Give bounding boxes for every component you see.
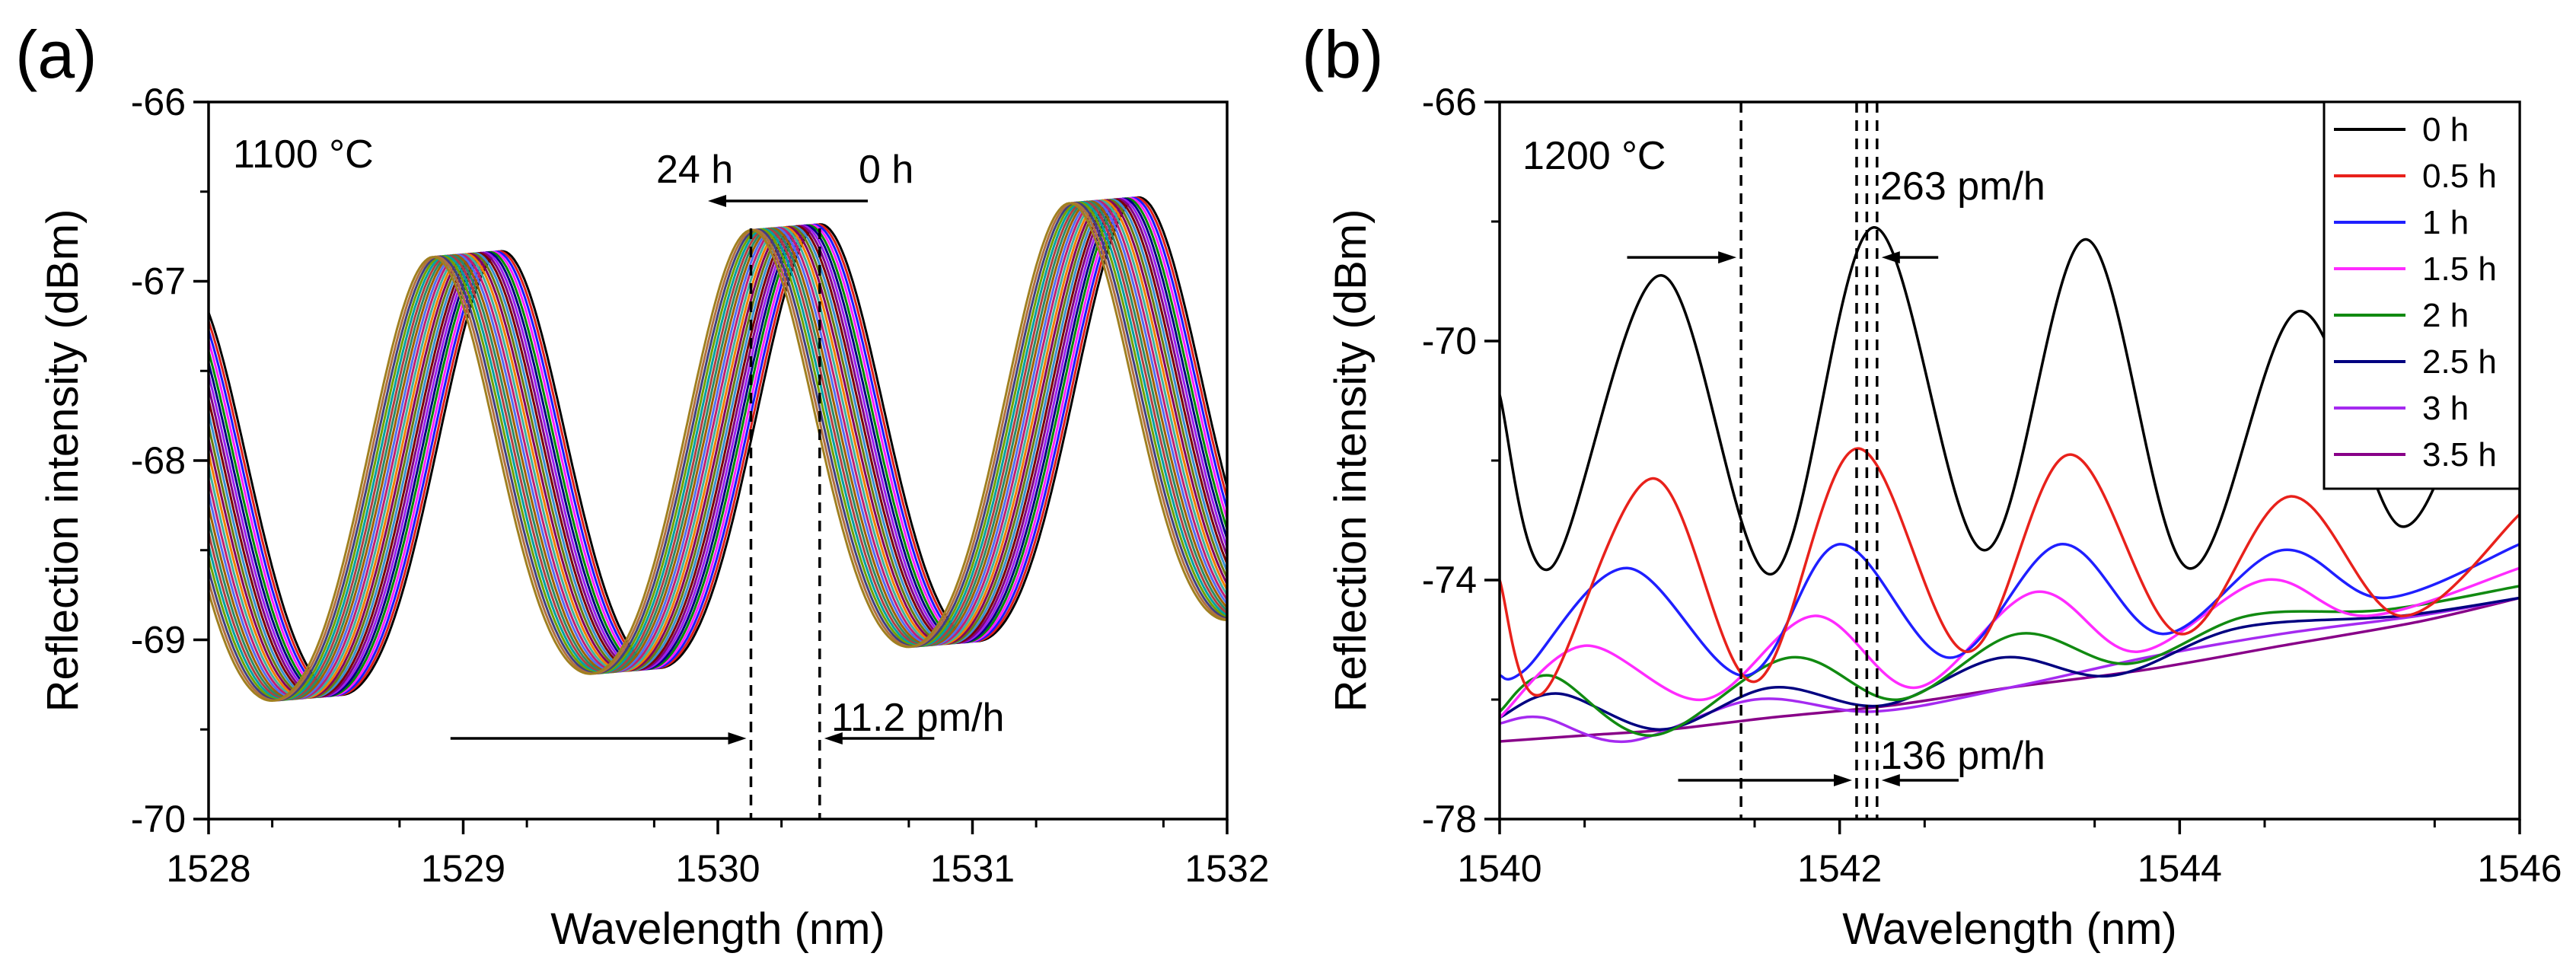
spectrum-line <box>209 197 1227 698</box>
panel-a-x-tick-labels: 1528 1529 1530 1531 1532 <box>166 847 1269 890</box>
panel-b-y-tick-labels: -78 -74 -70 -66 <box>1422 81 1477 840</box>
x-tick-label: 1531 <box>930 847 1015 890</box>
spectrum-line <box>209 202 1227 702</box>
spectrum-line <box>209 200 1227 701</box>
y-tick-label: -74 <box>1422 559 1477 601</box>
spectrum-line <box>209 196 1227 697</box>
spectrum-line <box>209 199 1227 700</box>
spectrum-line <box>209 199 1227 700</box>
panel-b-ticks <box>1484 100 2521 834</box>
x-tick-label: 1546 <box>2477 847 2562 890</box>
panel-b-shift-rate-top: 263 pm/h <box>1880 164 2045 209</box>
y-tick-label: -67 <box>131 260 186 303</box>
spectrum-line <box>209 199 1227 700</box>
spectrum-line <box>209 201 1227 702</box>
panel-a-label: (a) <box>15 17 97 92</box>
legend-label: 2.5 h <box>2422 343 2497 381</box>
panel-b-x-tick-labels: 1540 1542 1544 1546 <box>1457 847 2562 890</box>
panel-a-y-axis-title: Reflection intensity (dBm) <box>38 209 88 713</box>
spectrum-line <box>209 198 1227 698</box>
spectrum-line <box>209 198 1227 698</box>
series-line <box>1500 596 2520 743</box>
panel-a: (a) 1528 1529 1530 1531 1532 -70 -69 -68 -67 -66… <box>15 17 1270 954</box>
x-tick-label: 1530 <box>675 847 760 890</box>
spectrum-line <box>209 196 1227 697</box>
x-tick-label: 1542 <box>1797 847 1882 890</box>
spectrum-line <box>209 199 1227 699</box>
y-tick-label: -66 <box>131 81 186 123</box>
arrow-left-head <box>824 732 843 745</box>
y-tick-label: -70 <box>131 798 186 840</box>
x-tick-label: 1544 <box>2138 847 2222 890</box>
spectrum-line <box>209 199 1227 700</box>
panel-b-shift-rate-bottom: 136 pm/h <box>1880 734 2045 778</box>
spectrum-line <box>209 196 1227 697</box>
spectrum-line <box>209 201 1227 702</box>
series-line <box>1500 585 2520 737</box>
spectrum-line <box>209 197 1227 698</box>
arrow-bottom-right-head <box>1834 773 1852 786</box>
panel-b-curves <box>1500 226 2520 744</box>
legend-label: 1.5 h <box>2422 250 2497 288</box>
spectrum-line <box>209 197 1227 697</box>
spectrum-line <box>209 196 1227 697</box>
panel-b-markers <box>1627 102 1959 819</box>
legend-label: 2 h <box>2422 297 2469 334</box>
series-line <box>1500 447 2520 697</box>
panel-a-ticks <box>193 100 1229 834</box>
spectrum-line <box>209 200 1227 701</box>
x-tick-label: 1540 <box>1457 847 1541 890</box>
legend-label: 3 h <box>2422 390 2469 427</box>
panel-b-temperature: 1200 °C <box>1522 134 1666 178</box>
series-line <box>1500 566 2520 719</box>
spectrum-line <box>209 200 1227 700</box>
panel-a-curves <box>209 196 1227 703</box>
legend-frame <box>2323 100 2521 490</box>
panel-a-start-label: 0 h <box>859 148 913 192</box>
panel-b-x-axis-title: Wavelength (nm) <box>1842 904 2176 954</box>
legend-items: 0 h 0.5 h 1 h 1.5 h 2 h 2.5 h 3 h 3.5 h <box>2334 111 2497 473</box>
x-tick-label: 1528 <box>166 847 250 890</box>
panel-a-temperature: 1100 °C <box>233 132 374 177</box>
panel-b-label: (b) <box>1302 17 1384 92</box>
y-tick-label: -68 <box>131 439 186 482</box>
legend-label: 0 h <box>2422 111 2469 148</box>
y-tick-label: -69 <box>131 619 186 662</box>
legend-label: 1 h <box>2422 204 2469 241</box>
arrow-bottom-left-head <box>1881 773 1900 786</box>
panel-a-end-label: 24 h <box>656 148 733 192</box>
y-tick-label: -78 <box>1422 798 1477 840</box>
arrow-top-left-head <box>1881 251 1900 264</box>
spectrum-line <box>209 202 1227 703</box>
time-shift-arrow-head <box>708 195 726 207</box>
series-line <box>1500 543 2520 681</box>
legend-label: 0.5 h <box>2422 158 2497 195</box>
panel-a-shift-rate: 11.2 pm/h <box>831 696 1004 740</box>
spectrum-line <box>209 199 1227 700</box>
arrow-top-right-head <box>1718 251 1737 264</box>
legend-label: 3.5 h <box>2422 436 2497 473</box>
panel-a-y-tick-labels: -70 -69 -68 -67 -66 <box>131 81 186 840</box>
spectrum-line <box>209 200 1227 701</box>
series-line <box>1500 226 2479 575</box>
panel-b: (b) 1540 1542 1544 1546 -78 -74 -70 -66 Wavele… <box>1302 17 2562 954</box>
arrow-right-head <box>728 732 747 745</box>
panel-b-legend: 0 h 0.5 h 1 h 1.5 h 2 h 2.5 h 3 h 3.5 h <box>2323 100 2521 490</box>
x-tick-label: 1529 <box>421 847 505 890</box>
spectrum-line <box>209 198 1227 699</box>
panel-a-x-axis-title: Wavelength (nm) <box>550 904 885 954</box>
panel-a-markers <box>450 195 935 819</box>
series-line <box>1500 596 2520 744</box>
y-tick-label: -70 <box>1422 320 1477 362</box>
series-line <box>1500 596 2520 732</box>
y-tick-label: -66 <box>1422 81 1477 123</box>
x-tick-label: 1532 <box>1184 847 1269 890</box>
panel-b-y-axis-title: Reflection intensity (dBm) <box>1326 209 1376 713</box>
